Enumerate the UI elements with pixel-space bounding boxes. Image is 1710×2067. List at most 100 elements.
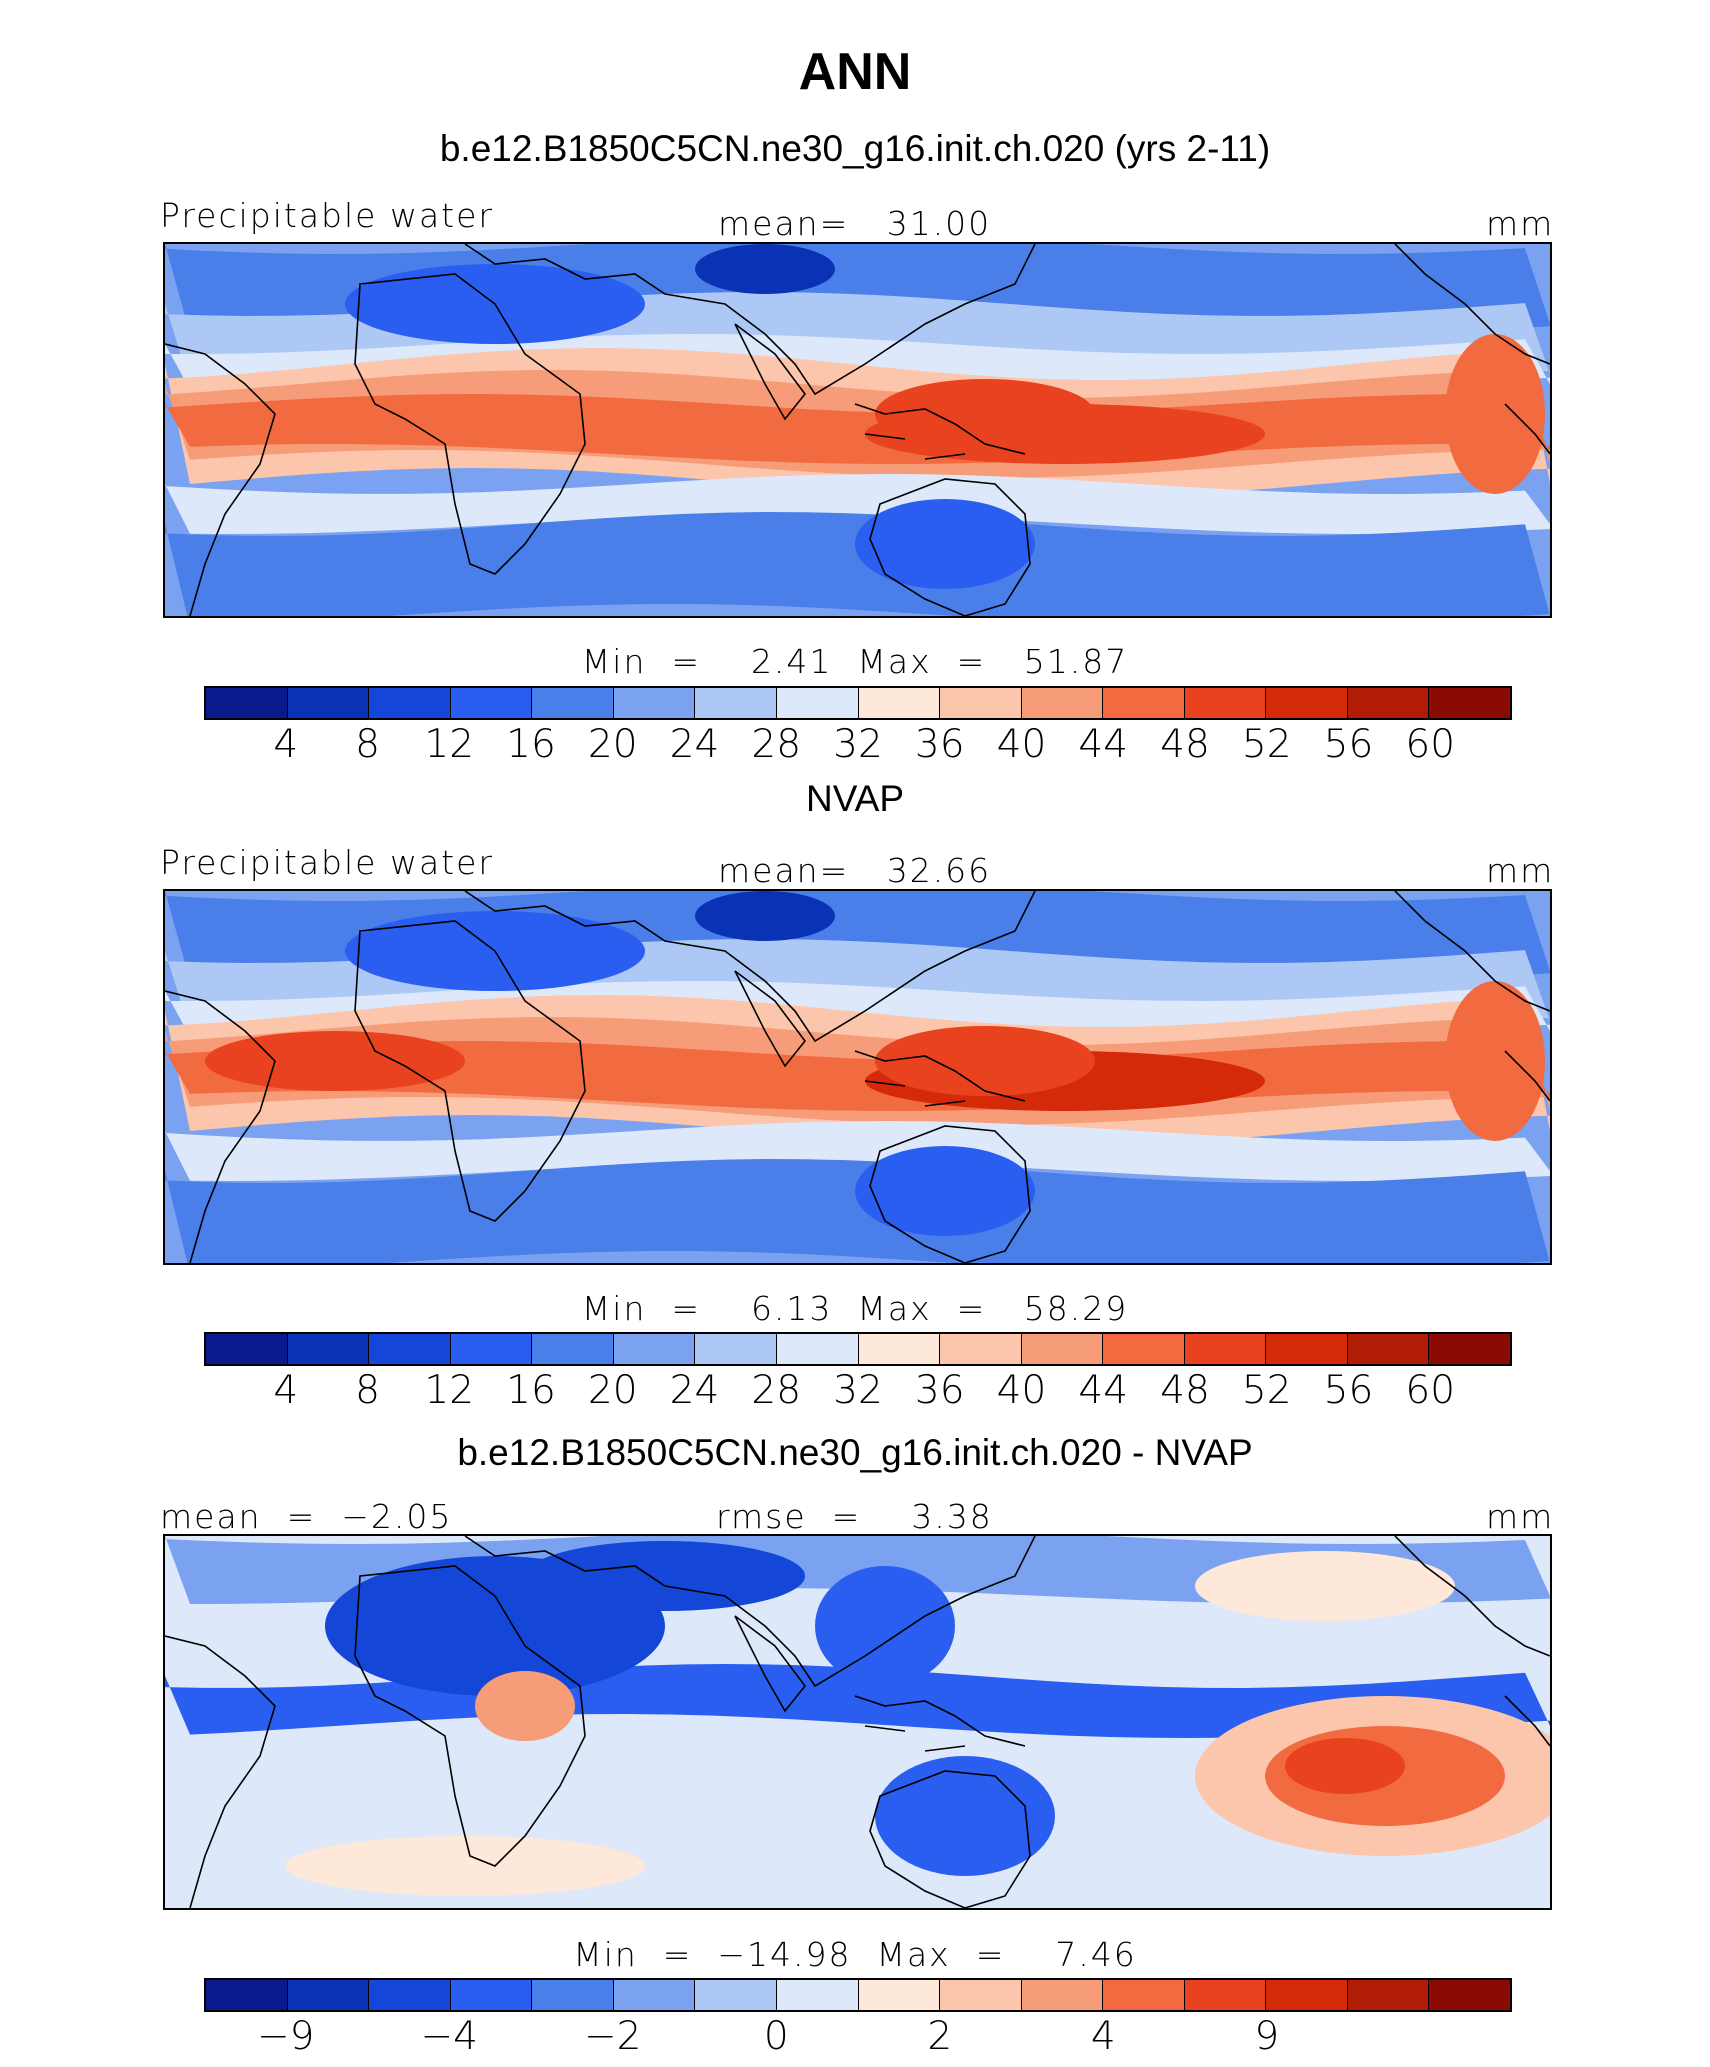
colorbar-swatch xyxy=(1266,1980,1348,2010)
coastline xyxy=(869,1770,1031,1908)
colorbar-tick-label: −2 xyxy=(584,2014,642,2059)
panel1-mean-label: mean= 31.00 xyxy=(718,204,992,243)
panel2-map xyxy=(163,889,1552,1265)
panel2-units-label: mm xyxy=(1486,851,1555,890)
colorbar-tick-label: 0 xyxy=(763,2014,789,2059)
colorbar-swatch xyxy=(940,688,1022,718)
colorbar-swatch xyxy=(206,688,288,718)
field-band xyxy=(165,1159,1550,1263)
colorbar-swatch xyxy=(450,688,533,718)
colorbar-swatch xyxy=(695,1334,777,1364)
colorbar-swatch xyxy=(1429,1980,1510,2010)
coastline xyxy=(464,891,1036,1043)
colorbar-tick-label: −4 xyxy=(420,2014,479,2059)
field-band xyxy=(165,512,1550,616)
colorbar-swatch xyxy=(450,1980,533,2010)
colorbar-swatch xyxy=(1266,1334,1348,1364)
colorbar-tick-label: 2 xyxy=(927,2014,953,2059)
colorbar-tick-label: 16 xyxy=(506,1368,556,1413)
field-band xyxy=(165,474,1550,534)
moist-region xyxy=(1445,334,1545,494)
panel2-colorbar-ticks: 4 8 12 16 20 24 28 32 36 40 44 48 52 56 60 xyxy=(204,1368,1512,1418)
colorbar-swatch xyxy=(1184,1334,1267,1364)
colorbar-tick-label: 44 xyxy=(1078,722,1129,767)
colorbar-tick-label: −9 xyxy=(257,2014,315,2059)
colorbar-swatch xyxy=(1021,1334,1104,1364)
colorbar-swatch xyxy=(1103,1980,1185,2010)
colorbar-swatch xyxy=(940,1980,1022,2010)
colorbar-swatch xyxy=(1347,688,1430,718)
field-band xyxy=(165,1121,1550,1181)
colorbar-tick-label: 32 xyxy=(833,722,883,767)
colorbar-tick-label: 24 xyxy=(669,722,720,767)
colorbar-swatch xyxy=(858,1334,941,1364)
colorbar-tick-label: 36 xyxy=(914,722,965,767)
coastline xyxy=(464,244,1036,396)
colorbar-swatch xyxy=(287,688,370,718)
colorbar-tick-label: 56 xyxy=(1323,722,1374,767)
colorbar-tick-label: 56 xyxy=(1323,1368,1374,1413)
colorbar-swatch xyxy=(206,1980,288,2010)
colorbar-swatch xyxy=(613,1980,696,2010)
coastline xyxy=(734,323,807,421)
negative-region xyxy=(525,1541,805,1611)
colorbar-swatch xyxy=(206,1334,288,1364)
coastline xyxy=(165,990,276,1263)
colorbar-tick-label: 24 xyxy=(669,1368,720,1413)
colorbar-swatch xyxy=(858,688,941,718)
coastline xyxy=(165,343,276,616)
coastline xyxy=(464,1536,1036,1688)
dry-region xyxy=(695,891,835,941)
colorbar-swatch xyxy=(1184,688,1267,718)
colorbar-tick-label: 48 xyxy=(1160,1368,1210,1413)
panel1-subtitle: b.e12.B1850C5CN.ne30_g16.init.ch.020 (yr… xyxy=(439,128,1271,169)
coastline xyxy=(854,1695,1026,1752)
coastline xyxy=(869,478,1031,616)
colorbar-tick-label: 16 xyxy=(506,722,556,767)
dry-region xyxy=(695,244,835,294)
colorbar-swatch xyxy=(776,1980,859,2010)
positive-region xyxy=(475,1671,575,1741)
coastline xyxy=(354,1565,586,1867)
colorbar-tick-label: 44 xyxy=(1078,1368,1129,1413)
panel1-units-label: mm xyxy=(1486,204,1555,243)
panel3-units-label: mm xyxy=(1486,1497,1555,1536)
moist-region xyxy=(875,1026,1095,1096)
coastline xyxy=(1394,244,1550,455)
moist-region xyxy=(205,1031,465,1091)
colorbar-tick-label: 60 xyxy=(1405,722,1456,767)
negative-region xyxy=(875,1756,1055,1876)
coastline xyxy=(1394,1536,1550,1747)
colorbar-swatch xyxy=(613,1334,696,1364)
colorbar-swatch xyxy=(532,688,614,718)
colorbar-tick-label: 52 xyxy=(1241,1368,1292,1413)
colorbar-tick-label: 9 xyxy=(1254,2014,1280,2059)
colorbar-tick-label: 4 xyxy=(273,722,299,767)
positive-region xyxy=(1285,1738,1405,1794)
colorbar-swatch xyxy=(450,1334,533,1364)
colorbar-swatch xyxy=(369,1334,451,1364)
positive-region xyxy=(285,1836,645,1896)
colorbar-swatch xyxy=(1103,1334,1185,1364)
panel3-rmse-label: rmse = 3.38 xyxy=(716,1497,993,1536)
colorbar-tick-label: 20 xyxy=(587,722,638,767)
panel1-colorbar-ticks: 4 8 12 16 20 24 28 32 36 40 44 48 52 56 60 xyxy=(204,722,1512,772)
colorbar-swatch xyxy=(1266,688,1348,718)
panel3-subtitle: b.e12.B1850C5CN.ne30_g16.init.ch.020 - N… xyxy=(457,1432,1253,1473)
figure-title: ANN xyxy=(798,43,912,101)
colorbar-tick-label: 28 xyxy=(751,1368,802,1413)
colorbar-tick-label: 4 xyxy=(1090,2014,1116,2059)
panel1-colorbar xyxy=(204,686,1512,720)
coastline xyxy=(869,1125,1031,1263)
panel2-colorbar xyxy=(204,1332,1512,1366)
colorbar-swatch xyxy=(1103,688,1185,718)
coastline xyxy=(354,920,586,1222)
colorbar-swatch xyxy=(1429,688,1510,718)
colorbar-swatch xyxy=(695,1980,777,2010)
colorbar-swatch xyxy=(1021,1980,1104,2010)
colorbar-tick-label: 48 xyxy=(1160,722,1210,767)
colorbar-swatch xyxy=(613,688,696,718)
colorbar-swatch xyxy=(776,1334,859,1364)
coastline xyxy=(734,970,807,1068)
colorbar-swatch xyxy=(287,1980,370,2010)
